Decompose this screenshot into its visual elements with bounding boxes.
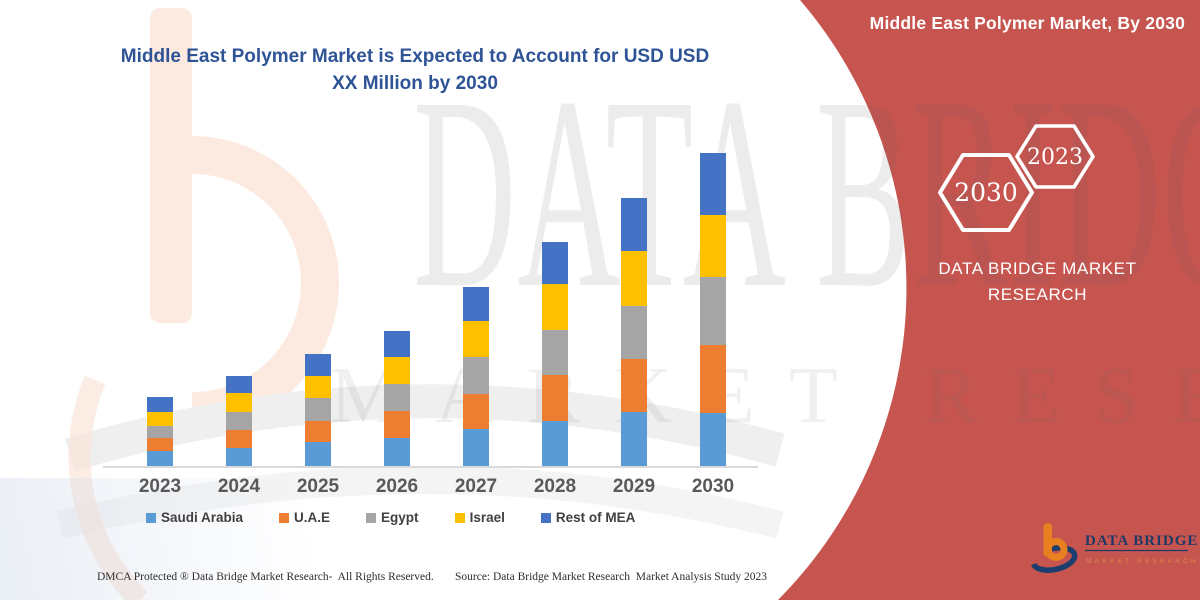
bar-segment-2027-egypt	[463, 357, 489, 394]
bar-segment-2026-israel	[384, 357, 410, 384]
x-axis-label-2030: 2030	[691, 476, 735, 497]
legend-label: Rest of MEA	[555, 510, 636, 525]
legend-label: Israel	[469, 510, 505, 525]
bar-segment-2028-israel	[542, 284, 568, 330]
legend-item-saudi-arabia: Saudi Arabia	[146, 510, 243, 525]
bar-segment-2024-rest-of-mea	[226, 376, 252, 393]
bar-segment-2029-u.a.e	[621, 359, 647, 412]
bar-segment-2030-egypt	[700, 277, 726, 345]
bar-segment-2023-u.a.e	[147, 438, 173, 451]
x-axis-label-2025: 2025	[296, 476, 340, 497]
x-axis-label-2024: 2024	[217, 476, 261, 497]
legend-swatch	[279, 512, 290, 523]
bottom-left-wash	[0, 478, 480, 600]
bar-segment-2024-egypt	[226, 412, 252, 430]
legend-swatch	[454, 512, 465, 523]
bar-segment-2023-rest-of-mea	[147, 397, 173, 412]
bar-segment-2029-rest-of-mea	[621, 198, 647, 251]
bar-segment-2025-rest-of-mea	[305, 354, 331, 376]
footer-dmca: DMCA Protected ® Data Bridge Market Rese…	[97, 571, 434, 583]
bar-segment-2026-rest-of-mea	[384, 331, 410, 357]
bar-segment-2029-saudi-arabia	[621, 412, 647, 466]
bar-segment-2028-saudi-arabia	[542, 421, 568, 466]
chart-title-line2: XX Million by 2030	[332, 72, 498, 94]
bar-segment-2023-egypt	[147, 426, 173, 438]
legend: Saudi Arabia U.A.E Egypt Israel Rest of MEA	[146, 510, 635, 525]
x-axis-label-2029: 2029	[612, 476, 656, 497]
x-axis-label-2023: 2023	[138, 476, 182, 497]
bar-segment-2026-saudi-arabia	[384, 438, 410, 466]
bar-segment-2024-saudi-arabia	[226, 448, 252, 466]
footer-source: Source: Data Bridge Market Research Mark…	[455, 571, 768, 583]
bar-segment-2023-israel	[147, 412, 173, 426]
bar-segment-2026-egypt	[384, 384, 410, 411]
bar-segment-2030-rest-of-mea	[700, 153, 726, 215]
legend-swatch	[540, 512, 551, 523]
x-axis-label-2028: 2028	[533, 476, 577, 497]
bar-segment-2027-u.a.e	[463, 394, 489, 429]
panel-brand-line1: DATA BRIDGE MARKET	[938, 259, 1137, 278]
bar-segment-2029-egypt	[621, 306, 647, 359]
chart-title-line1: Middle East Polymer Market is Expected t…	[120, 46, 710, 67]
bar-segment-2027-saudi-arabia	[463, 429, 489, 466]
bar-segment-2030-saudi-arabia	[700, 413, 726, 466]
bar-segment-2023-saudi-arabia	[147, 451, 173, 466]
legend-label: U.A.E	[294, 510, 331, 525]
bar-segment-2028-egypt	[542, 330, 568, 375]
x-axis-label-2026: 2026	[375, 476, 419, 497]
bar-segment-2028-u.a.e	[542, 375, 568, 421]
legend-item-egypt: Egypt	[366, 510, 419, 525]
bar-segment-2025-u.a.e	[305, 421, 331, 442]
panel-brand: DATA BRIDGE MARKET RESEARCH	[895, 256, 1180, 307]
bar-segment-2025-egypt	[305, 398, 331, 421]
bar-segment-2025-saudi-arabia	[305, 442, 331, 466]
bar-segment-2024-israel	[226, 393, 252, 412]
bar-segment-2029-israel	[621, 251, 647, 306]
legend-item-u.a.e: U.A.E	[279, 510, 330, 525]
bar-segment-2027-israel	[463, 321, 489, 357]
bar-segment-2030-israel	[700, 215, 726, 277]
chart-title: Middle East Polymer Market is Expected t…	[90, 44, 740, 98]
legend-swatch	[366, 512, 377, 523]
panel-brand-line2: RESEARCH	[987, 284, 1088, 304]
x-axis-label-2027: 2027	[454, 476, 498, 497]
panel-title: Middle East Polymer Market, By 2030	[869, 13, 1185, 33]
bar-segment-2030-u.a.e	[700, 345, 726, 413]
legend-label: Egypt	[381, 510, 419, 525]
legend-label: Saudi Arabia	[161, 510, 244, 525]
legend-item-rest-of-mea: Rest of MEA	[540, 510, 636, 525]
bar-segment-2028-rest-of-mea	[542, 242, 568, 284]
x-axis-line	[103, 466, 758, 468]
bar-segment-2025-israel	[305, 376, 331, 398]
legend-swatch	[146, 512, 156, 523]
bar-segment-2026-u.a.e	[384, 411, 410, 438]
legend-item-israel: Israel	[454, 510, 505, 525]
bar-segment-2027-rest-of-mea	[463, 287, 489, 321]
bar-segment-2024-u.a.e	[226, 430, 252, 448]
